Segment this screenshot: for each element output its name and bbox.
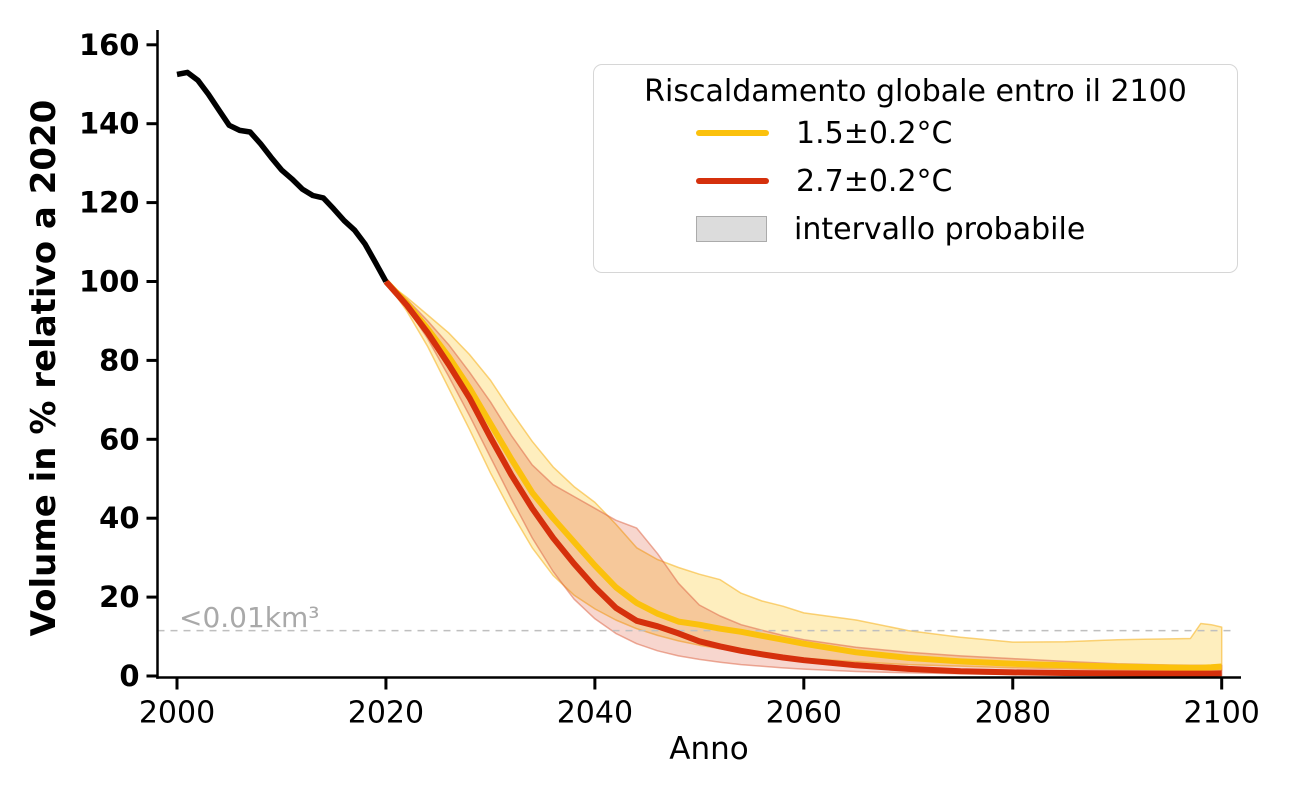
y-tick-label: 40 (99, 501, 139, 535)
threshold-annotation: <0.01km³ (179, 601, 320, 634)
legend-entry-likely-range: intervallo probabile (594, 205, 1237, 253)
legend-entry-label: 1.5±0.2°C (796, 115, 953, 151)
y-tick-label: 100 (79, 265, 140, 299)
y-tick-label: 80 (99, 343, 139, 377)
legend-patch-swatch-likely-range (696, 216, 767, 242)
y-tick-label: 20 (99, 580, 139, 614)
x-tick-label: 2040 (557, 696, 633, 731)
x-tick-label: 2000 (139, 696, 215, 731)
x-axis-label: Anno (669, 731, 749, 767)
legend-line-swatch-1.5c (696, 130, 769, 136)
historical-line (176, 69, 389, 283)
y-axis-label: Volume in % relativo a 2020 (24, 99, 64, 637)
x-tick-label: 2020 (348, 696, 424, 731)
y-tick-label: 60 (99, 422, 139, 456)
legend-entry-label: intervallo probabile (794, 211, 1086, 247)
y-tick-label: 160 (79, 28, 140, 62)
legend-line-swatch-2.7c (696, 178, 769, 184)
x-tick-label: 2060 (766, 696, 842, 731)
x-tick-label: 2100 (1184, 696, 1260, 731)
y-tick-label: 0 (119, 659, 139, 693)
uncertainty-band-2.7c (385, 280, 1223, 677)
legend-entry-2.7c: 2.7±0.2°C (594, 157, 1237, 205)
y-tick-label: 120 (79, 186, 140, 220)
projection-line-2.7c (383, 279, 1222, 677)
legend-entry-1.5c: 1.5±0.2°C (594, 109, 1237, 157)
uncertainty-band-1.5c (385, 280, 1223, 672)
x-tick-label: 2080 (975, 696, 1051, 731)
legend-entry-label: 2.7±0.2°C (796, 163, 953, 199)
legend: Riscaldamento globale entro il 2100 1.5±… (593, 64, 1238, 273)
y-tick-label: 140 (79, 107, 140, 141)
projection-line-1.5c (383, 279, 1222, 671)
legend-title: Riscaldamento globale entro il 2100 (644, 74, 1187, 109)
